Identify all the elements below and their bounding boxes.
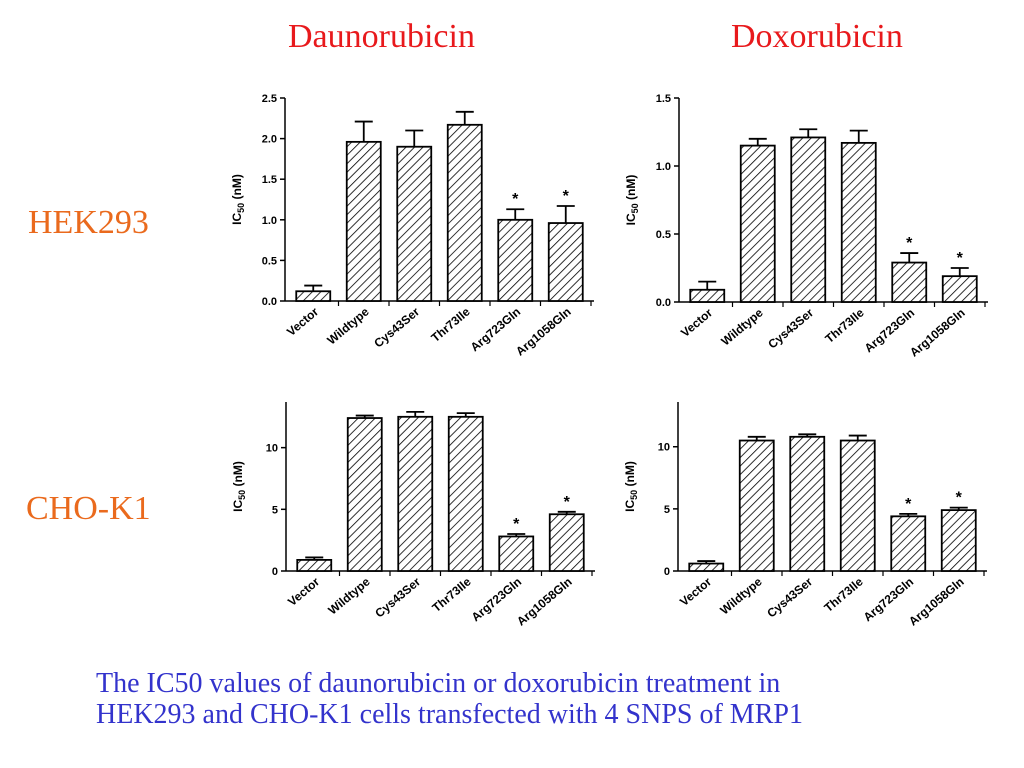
y-tick-label: 1.0: [656, 161, 671, 173]
y-tick-label: 0.5: [656, 229, 671, 241]
x-tick-label: Thr73Ile: [821, 574, 866, 615]
y-tick-label: 5: [272, 504, 278, 516]
bar-arg723gln: [891, 261, 928, 303]
x-tick-label: Vector: [678, 305, 715, 340]
bar-thr73ile: [840, 141, 877, 303]
bar-vector: [296, 558, 333, 572]
bar-wildtype: [345, 140, 382, 302]
significance-star: *: [906, 235, 913, 252]
significance-star: *: [956, 490, 963, 507]
x-tick-label: Vector: [677, 574, 714, 609]
bar-arg1058gln: [547, 222, 584, 302]
chart-chok1-daunorubicin: 0 5 10 IC50 (nM) Vector Wildtype Cys43Ser Thr73…: [231, 402, 595, 629]
y-axis-label: IC50 (nM): [623, 461, 639, 512]
column-title-daunorubicin: Daunorubicin: [288, 18, 475, 55]
caption-line-1: The IC50 values of daunorubicin or doxor…: [96, 668, 781, 699]
bar-arg1058gln: [941, 275, 978, 303]
y-tick-label: 1.0: [262, 215, 277, 227]
x-tick-label: Vector: [284, 304, 321, 339]
x-tick-label: Arg1058Gln: [514, 575, 575, 629]
significance-star: *: [512, 191, 519, 208]
bar-vector: [295, 290, 332, 302]
y-tick-label: 5: [664, 504, 670, 516]
bar-cys43ser: [789, 435, 826, 572]
y-tick-label: 0.5: [262, 255, 277, 267]
bar-arg723gln: [497, 218, 534, 302]
y-tick-label: 0.0: [656, 297, 671, 309]
x-tick-label: Cys43Ser: [371, 304, 422, 350]
x-tick-label: Wildtype: [324, 304, 371, 347]
x-tick-label: Cys43Ser: [764, 574, 815, 620]
x-tick-label: Wildtype: [718, 305, 765, 348]
bar-cys43ser: [790, 136, 827, 303]
significance-star: *: [957, 250, 964, 267]
x-tick-label: Thr73Ile: [822, 305, 867, 346]
y-tick-label: 2.5: [262, 93, 277, 105]
bar-wildtype: [739, 144, 776, 303]
bar-wildtype: [346, 417, 383, 572]
x-tick-label: Arg1058Gln: [513, 305, 574, 359]
significance-star: *: [513, 516, 520, 533]
bar-thr73ile: [839, 439, 876, 572]
x-tick-label: Arg1058Gln: [907, 306, 968, 360]
x-tick-label: Arg1058Gln: [906, 575, 967, 629]
bar-arg723gln: [890, 515, 927, 572]
y-tick-label: 1.5: [262, 174, 277, 186]
y-tick-label: 0: [272, 566, 278, 578]
row-title-hek293: HEK293: [28, 204, 149, 241]
row-title-chok1: CHO-K1: [26, 490, 151, 527]
x-tick-label: Vector: [285, 574, 322, 609]
y-axis-label: IC50 (nM): [624, 175, 640, 226]
bar-arg1058gln: [548, 513, 585, 572]
figure-caption: The IC50 values of daunorubicin or doxor…: [96, 668, 996, 730]
y-tick-label: 10: [266, 443, 278, 455]
x-tick-label: Thr73Ile: [429, 574, 474, 615]
chart-chok1-doxorubicin: 0 5 10 IC50 (nM) Vector Wildtype Cys43Ser Thr73…: [623, 402, 987, 629]
x-tick-label: Cys43Ser: [372, 574, 423, 620]
y-tick-label: 0.0: [262, 296, 277, 308]
bar-wildtype: [738, 439, 775, 572]
x-tick-label: Wildtype: [717, 574, 764, 617]
chart-hek293-daunorubicin: 0.0 0.5 1.0 1.5 2.0 2.5 IC50 (nM) Vector Wildtyp…: [230, 93, 594, 359]
bar-arg723gln: [498, 535, 535, 572]
bar-cys43ser: [396, 145, 433, 302]
x-tick-label: Cys43Ser: [765, 305, 816, 351]
bar-cys43ser: [397, 415, 434, 572]
y-tick-label: 1.5: [656, 93, 671, 105]
x-tick-label: Thr73Ile: [428, 304, 473, 345]
significance-star: *: [905, 496, 912, 513]
bar-vector: [689, 288, 726, 303]
x-tick-label: Wildtype: [325, 574, 372, 617]
significance-star: *: [563, 188, 570, 205]
column-title-doxorubicin: Doxorubicin: [731, 18, 903, 55]
y-axis-label: IC50 (nM): [231, 461, 247, 512]
bar-thr73ile: [447, 415, 484, 572]
y-tick-label: 0: [664, 566, 670, 578]
bar-vector: [688, 562, 725, 572]
y-tick-label: 2.0: [262, 134, 277, 146]
y-axis-label: IC50 (nM): [230, 174, 246, 225]
caption-line-2: HEK293 and CHO-K1 cells transfected with…: [96, 699, 803, 730]
chart-hek293-doxorubicin: 0.0 0.5 1.0 1.5 IC50 (nM) Vector Wildtype Cys43…: [624, 93, 988, 360]
y-tick-label: 10: [658, 442, 670, 454]
bar-arg1058gln: [940, 509, 977, 572]
significance-star: *: [564, 494, 571, 511]
bar-thr73ile: [446, 123, 483, 302]
